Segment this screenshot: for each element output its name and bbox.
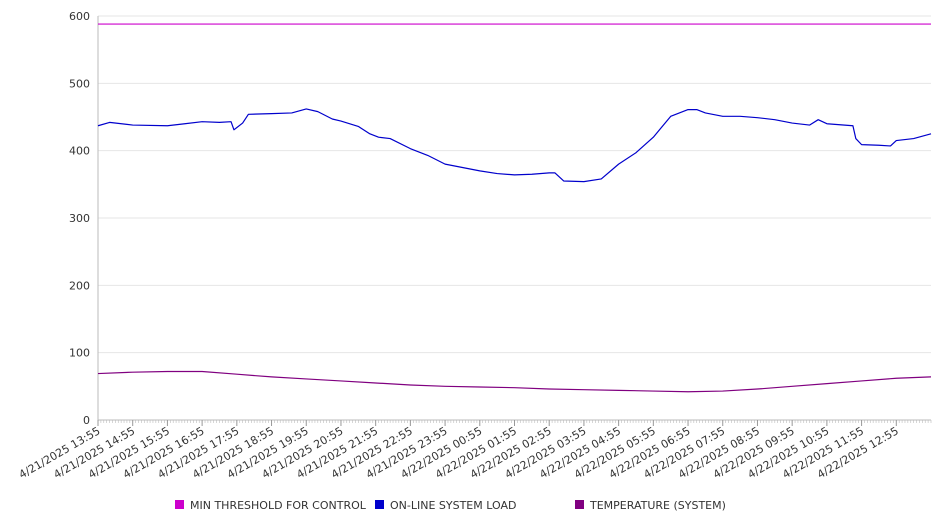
y-tick-label: 300	[69, 212, 90, 225]
y-tick-label: 200	[69, 279, 90, 292]
legend: MIN THRESHOLD FOR CONTROL ON-LINE SYSTEM …	[175, 499, 726, 512]
y-axis: 0 100 200 300 400 500 600	[69, 10, 99, 427]
legend-label: MIN THRESHOLD FOR CONTROL	[190, 499, 367, 512]
y-tick-label: 400	[69, 145, 90, 158]
legend-label: ON-LINE SYSTEM LOAD	[390, 499, 516, 512]
y-tick-label: 0	[83, 414, 90, 427]
series-line-on-line-system-load	[97, 108, 932, 183]
x-axis: 4/21/2025 13:554/21/2025 14:554/21/2025 …	[17, 419, 932, 481]
gridlines	[98, 15, 931, 354]
series-lines	[97, 23, 932, 393]
legend-swatch	[575, 500, 584, 509]
series-line-temperature-system	[97, 370, 932, 393]
y-tick-label: 100	[69, 347, 90, 360]
legend-label: TEMPERATURE (SYSTEM)	[589, 499, 726, 512]
y-tick-label: 500	[69, 77, 90, 90]
legend-swatch	[375, 500, 384, 509]
legend-swatch	[175, 500, 184, 509]
y-tick-label: 600	[69, 10, 90, 23]
